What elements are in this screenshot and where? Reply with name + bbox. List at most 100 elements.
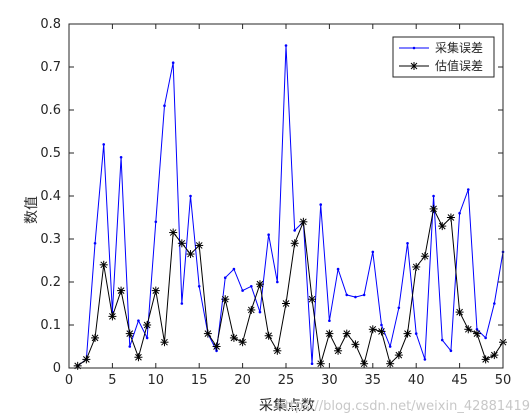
plot-area <box>69 24 503 368</box>
data-point <box>406 242 409 245</box>
y-tick-label: 0.5 <box>40 146 61 161</box>
marker-stroke <box>352 340 359 348</box>
marker-stroke <box>83 356 90 363</box>
data-point <box>377 327 386 336</box>
data-point <box>449 349 453 353</box>
marker-stroke <box>195 242 203 249</box>
data-point <box>93 242 97 245</box>
data-point <box>354 295 357 299</box>
data-point <box>99 260 108 269</box>
y-tick-label: 0.4 <box>40 189 61 204</box>
series-layer <box>73 44 507 370</box>
marker-stroke <box>152 287 160 294</box>
data-point <box>412 262 421 271</box>
data-point <box>371 250 375 254</box>
marker-stroke <box>317 360 325 368</box>
data-point <box>284 44 288 47</box>
data-point <box>472 329 481 338</box>
data-point <box>360 359 369 368</box>
marker-stroke <box>256 280 264 288</box>
x-tick-label: 10 <box>148 373 165 388</box>
marker-stroke <box>490 351 498 359</box>
marker-stroke <box>343 330 351 337</box>
y-tick-label: 0.7 <box>40 60 61 75</box>
x-tick-label: 40 <box>408 373 425 388</box>
data-point <box>273 346 282 355</box>
data-point <box>397 306 401 310</box>
data-point <box>108 312 117 321</box>
x-tick-label: 20 <box>234 373 251 388</box>
ticks-layer: 0 5 10 15 20 25 30 35 40 45 50 0 0.1 0.2 0.3 0.4 0.5 0.6 0… <box>40 17 511 388</box>
x-tick-label: 35 <box>365 373 382 388</box>
legend-marker <box>412 46 416 50</box>
marker-stroke <box>464 325 472 333</box>
marker-stroke <box>412 263 420 271</box>
y-tick-label: 0.6 <box>40 103 61 118</box>
data-point <box>423 358 427 361</box>
data-point <box>432 194 435 198</box>
marker-stroke <box>239 338 246 346</box>
data-point <box>128 345 132 348</box>
data-point <box>215 349 218 353</box>
marker-stroke <box>369 325 377 333</box>
plot-background <box>69 24 503 368</box>
data-point <box>203 329 212 338</box>
series-line <box>77 207 504 367</box>
data-point <box>258 310 262 314</box>
data-point <box>490 351 499 360</box>
data-point <box>316 359 325 368</box>
data-point <box>325 329 334 338</box>
data-point <box>195 241 204 250</box>
data-point <box>276 280 279 284</box>
marker-stroke <box>456 308 463 316</box>
data-point <box>420 252 429 261</box>
data-point <box>117 286 126 295</box>
data-point <box>197 285 201 288</box>
marker-stroke <box>404 330 411 337</box>
data-point <box>464 325 473 334</box>
data-point <box>264 331 273 340</box>
marker-stroke <box>169 229 177 236</box>
x-tick-label: 0 <box>65 373 73 388</box>
data-point <box>232 267 236 271</box>
x-tick-label: 45 <box>451 373 468 388</box>
data-point <box>151 286 160 295</box>
data-point <box>212 342 221 351</box>
data-point <box>180 302 184 305</box>
marker-stroke <box>386 360 394 368</box>
data-point <box>334 346 343 355</box>
marker-stroke <box>117 287 125 294</box>
marker-stroke <box>100 261 108 269</box>
x-axis-label: 采集点数 <box>259 397 315 414</box>
data-point <box>438 222 447 231</box>
y-tick-label: 0.2 <box>40 275 61 290</box>
data-point <box>429 204 438 213</box>
y-axis-label: 数值 <box>24 196 40 224</box>
y-tick-label: 0.1 <box>40 318 61 333</box>
y-tick-label: 0.8 <box>40 17 61 32</box>
data-point <box>394 351 403 360</box>
data-point <box>134 353 143 362</box>
marker-stroke <box>395 351 403 359</box>
data-point <box>282 299 290 308</box>
data-point <box>293 229 296 232</box>
marker-stroke <box>378 328 385 335</box>
data-point <box>290 239 299 248</box>
marker-stroke <box>109 313 116 320</box>
marker-stroke <box>421 252 429 260</box>
data-point <box>186 250 195 259</box>
data-point <box>223 276 227 280</box>
legend-box <box>392 36 495 78</box>
data-point <box>160 338 169 347</box>
y-tick-label: 0.3 <box>40 232 61 247</box>
data-point <box>143 321 152 329</box>
data-point <box>484 336 487 340</box>
data-point <box>310 362 314 366</box>
x-tick-label: 30 <box>321 373 338 388</box>
marker-stroke <box>126 330 134 337</box>
data-point <box>328 319 331 323</box>
marker-stroke <box>410 62 418 70</box>
